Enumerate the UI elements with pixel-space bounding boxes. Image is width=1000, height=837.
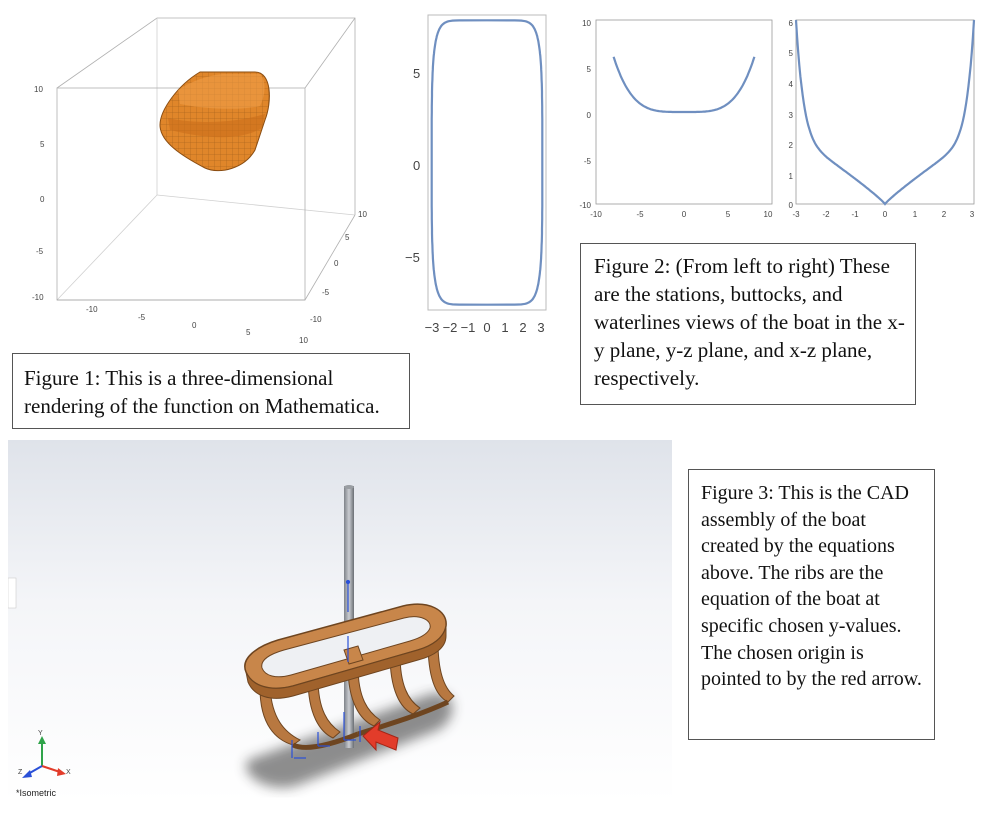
f2a-y-tick: −5 [405, 250, 420, 265]
f1-y-tick: 5 [345, 233, 350, 242]
f2c-x-tick: 0 [883, 210, 888, 219]
triad-x-label: X [66, 769, 71, 776]
f2b-x-tick: 0 [682, 210, 687, 219]
f2c-y-tick: 6 [789, 19, 794, 28]
f2a-y-tick: 0 [413, 158, 420, 173]
f2b-y-tick: -10 [579, 201, 591, 210]
f2a-x-tick: 1 [501, 320, 508, 335]
f2a-x-tick: −2 [443, 320, 458, 335]
figure2-caption: Figure 2: (From left to right) These are… [580, 243, 916, 405]
isometric-view-label: *Isometric [16, 788, 57, 798]
f2c-x-tick: -2 [822, 210, 830, 219]
f2c-y-tick: 3 [789, 111, 794, 120]
f2c-x-tick: 1 [913, 210, 918, 219]
f2c-y-tick: 5 [789, 49, 794, 58]
triad-z-label: Z [18, 769, 23, 776]
f1-x-tick: 0 [192, 321, 197, 330]
f2b-y-tick: 0 [587, 111, 592, 120]
boat-deck-frame [244, 603, 447, 699]
f2c-x-tick: 2 [942, 210, 947, 219]
f1-x-tick: -5 [138, 313, 146, 322]
f2c-x-tick: -1 [851, 210, 859, 219]
f2c-y-tick: 4 [789, 80, 794, 89]
figure1-3d-plot: 10 5 0 -5 -10 -10 -5 0 5 10 10 5 0 -5 -1… [32, 17, 367, 345]
f2c-y-tick: 0 [789, 201, 794, 210]
f2a-x-tick: 0 [483, 320, 490, 335]
reference-markers [291, 579, 361, 759]
f2b-x-tick: 10 [764, 210, 773, 219]
f2c-y-tick: 2 [789, 141, 794, 150]
figure3-cad-viewport: Y X Z [8, 440, 672, 802]
f1-y-tick: 10 [358, 210, 367, 219]
origin-arrow [362, 720, 399, 752]
triad-y-label: Y [38, 730, 43, 737]
figure2-chart-buttocks: 6 5 4 3 2 1 0 -3 -2 -1 0 1 2 3 [789, 19, 976, 219]
f2c-y-tick: 1 [789, 172, 794, 181]
station-curve [612, 56, 756, 114]
f1-z-tick: 5 [40, 140, 45, 149]
f2b-y-tick: -5 [584, 157, 592, 166]
f2a-x-tick: 2 [519, 320, 526, 335]
f1-y-tick: 0 [334, 259, 339, 268]
f1-z-tick: -10 [32, 293, 44, 302]
f1-x-tick: 5 [246, 328, 251, 337]
f2b-x-tick: -5 [636, 210, 644, 219]
f1-z-tick: 0 [40, 195, 45, 204]
mast-pole [344, 486, 354, 748]
f1-z-tick: 10 [34, 85, 43, 94]
f1-x-tick: -10 [86, 305, 98, 314]
orientation-triad: Y X Z [18, 730, 71, 778]
figure2-chart-stations: 10 5 0 -5 -10 -10 -5 0 5 10 [579, 19, 773, 219]
f2b-y-tick: 5 [587, 65, 592, 74]
f2a-x-tick: −1 [461, 320, 476, 335]
f2a-y-tick: 5 [413, 66, 420, 81]
boat-ribs [259, 641, 455, 750]
f2b-x-tick: -10 [590, 210, 602, 219]
f1-y-tick: -10 [310, 315, 322, 324]
figure3-caption: Figure 3: This is the CAD assembly of th… [688, 469, 935, 740]
f2b-x-tick: 5 [726, 210, 731, 219]
f2c-x-tick: 3 [970, 210, 975, 219]
waterline-curve [430, 19, 544, 306]
figure2-chart-waterlines: 5 0 −5 −3 −2 −1 0 1 2 3 [405, 14, 547, 335]
f1-x-tick: 10 [299, 336, 308, 345]
figure1-caption: Figure 1: This is a three-dimensional re… [12, 353, 410, 429]
f1-y-tick: -5 [322, 288, 330, 297]
boat-surface [159, 71, 270, 172]
f2a-x-tick: −3 [425, 320, 440, 335]
f2a-x-tick: 3 [537, 320, 544, 335]
f2c-x-tick: -3 [792, 210, 800, 219]
f2b-y-tick: 10 [582, 19, 591, 28]
buttock-curve [794, 19, 976, 206]
f1-z-tick: -5 [36, 247, 44, 256]
